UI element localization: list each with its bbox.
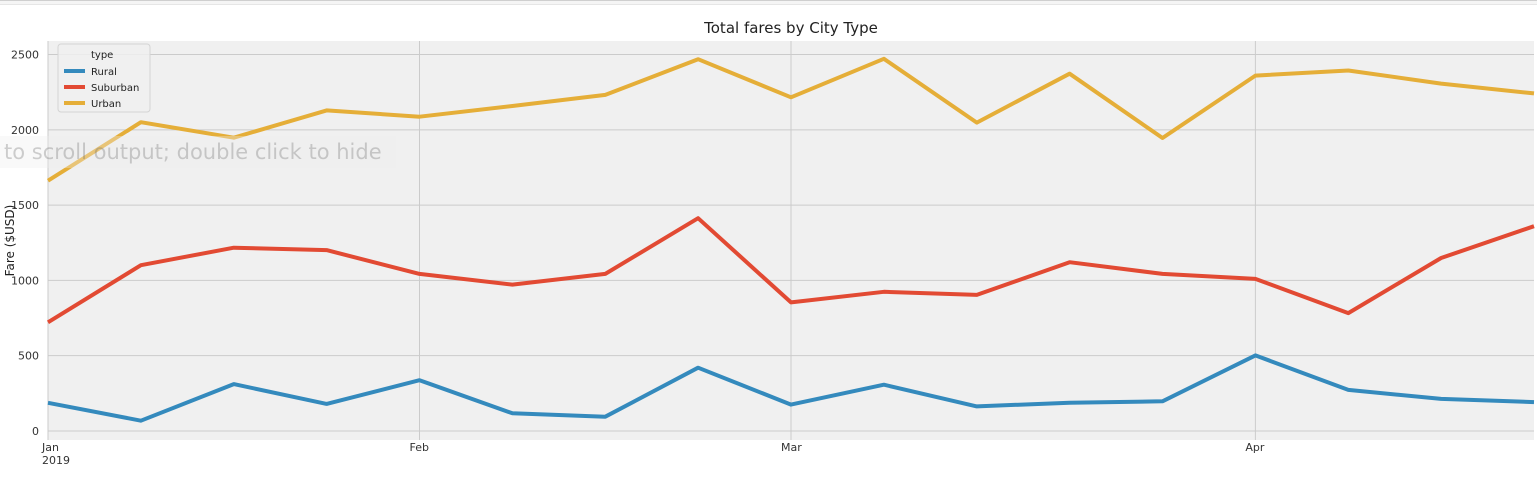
grid-lines [47,41,1534,440]
x-tick-label: Mar [781,441,802,454]
y-tick-label: 1000 [11,274,39,287]
series-line-rural [47,353,1535,423]
x-tick-label: Jan [41,441,59,454]
series-line-suburban [46,216,1535,325]
y-tick-label: 500 [18,350,39,363]
legend-label-urban: Urban [91,99,121,110]
x-tick-label: Apr [1245,441,1265,454]
y-axis-label: Fare ($USD) [3,205,17,277]
y-tick-label: 2000 [11,124,39,137]
y-tick-label: 0 [32,425,39,438]
legend-label-suburban: Suburban [91,83,139,94]
series-lines [46,56,1535,423]
legend: type Rural Suburban Urban [57,43,151,113]
series-line-urban [46,56,1535,183]
chart-title: Total fares by City Type [703,19,878,37]
legend-title: type [91,50,113,61]
output-top-divider [0,0,1537,5]
legend-label-rural: Rural [91,67,117,78]
y-tick-label: 1500 [11,199,39,212]
y-tick-label: 2500 [11,49,39,62]
x-tick-label: Feb [410,441,429,454]
x-tick-sublabel: 2019 [42,454,70,467]
legend-box [57,43,151,113]
